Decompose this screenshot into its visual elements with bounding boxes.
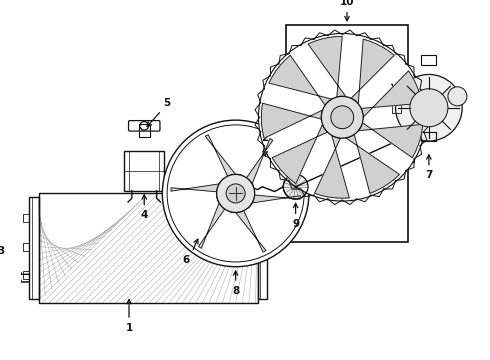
Text: 5: 5	[164, 98, 171, 108]
Text: 8: 8	[232, 285, 239, 296]
Circle shape	[217, 174, 255, 212]
Bar	[24, 214, 29, 222]
Bar	[421, 131, 437, 141]
Bar	[286, 25, 408, 242]
Polygon shape	[351, 39, 394, 104]
Bar	[406, 134, 414, 162]
Bar	[239, 183, 242, 192]
Polygon shape	[171, 179, 223, 192]
Polygon shape	[361, 71, 422, 117]
Text: 9: 9	[292, 219, 299, 229]
Bar	[242, 182, 252, 193]
Circle shape	[226, 184, 245, 203]
Circle shape	[283, 174, 308, 199]
Circle shape	[395, 75, 462, 141]
Bar	[124, 150, 164, 190]
Polygon shape	[246, 139, 273, 190]
Bar	[29, 197, 39, 299]
Text: 10: 10	[340, 0, 354, 7]
Polygon shape	[308, 36, 346, 97]
Bar	[261, 192, 269, 197]
Polygon shape	[315, 135, 349, 198]
Polygon shape	[358, 123, 423, 158]
Polygon shape	[248, 195, 300, 208]
Polygon shape	[272, 125, 327, 184]
Bar	[24, 243, 29, 251]
Circle shape	[331, 106, 354, 129]
Polygon shape	[229, 211, 266, 252]
Bar	[421, 55, 437, 65]
Bar	[392, 105, 401, 113]
Polygon shape	[205, 135, 242, 176]
Text: 7: 7	[425, 170, 433, 180]
Polygon shape	[269, 55, 332, 105]
Bar	[258, 197, 267, 299]
Polygon shape	[346, 134, 399, 193]
Bar	[212, 212, 218, 216]
Text: 3: 3	[0, 246, 4, 256]
Bar	[39, 193, 258, 303]
Text: 1: 1	[125, 323, 133, 333]
Circle shape	[321, 96, 363, 138]
Circle shape	[448, 87, 467, 106]
Circle shape	[162, 120, 309, 267]
Text: 2: 2	[262, 133, 269, 143]
Polygon shape	[198, 197, 225, 248]
Circle shape	[410, 89, 448, 127]
Bar	[139, 124, 150, 137]
Bar	[181, 212, 187, 216]
Polygon shape	[261, 103, 322, 138]
Bar	[24, 271, 29, 279]
Text: 6: 6	[182, 255, 190, 265]
Text: 4: 4	[141, 210, 148, 220]
Bar	[187, 209, 212, 235]
Circle shape	[259, 33, 426, 201]
